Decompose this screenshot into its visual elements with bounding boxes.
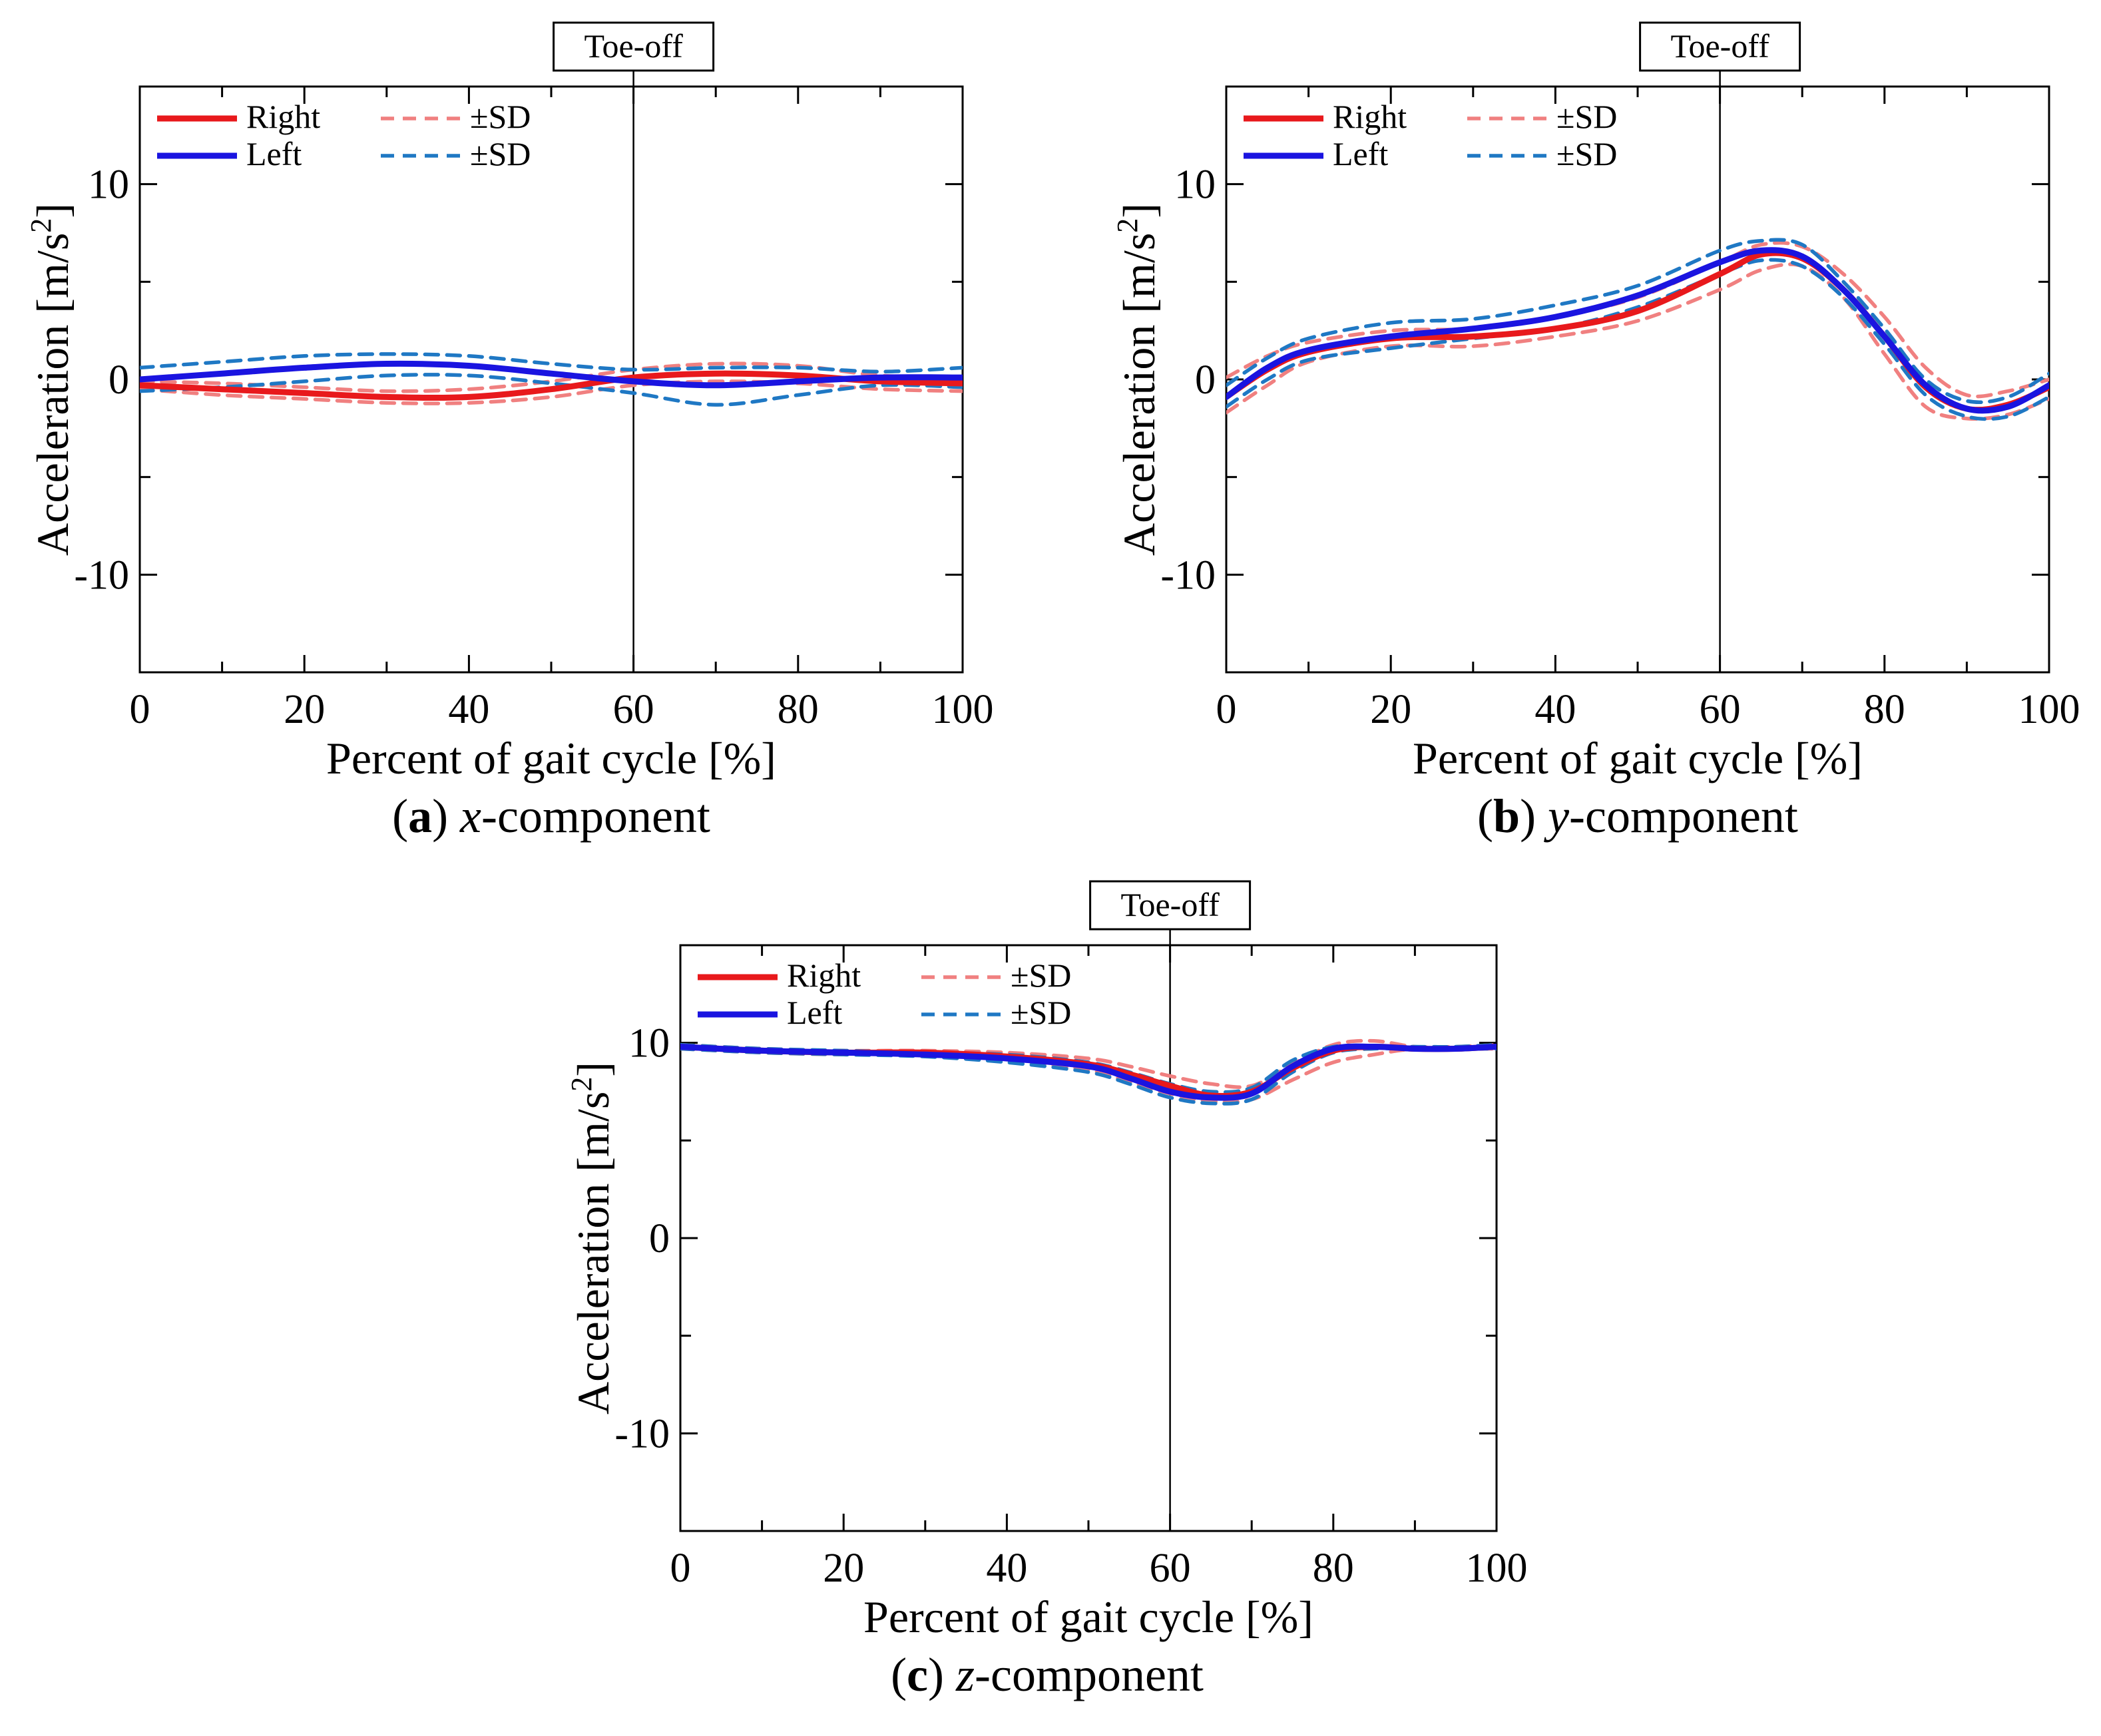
x-tick-label: 80 (778, 687, 819, 732)
toe-off-label: Toe-off (584, 27, 683, 65)
y-axis-title: Acceleration [m/s2] (1111, 203, 1164, 556)
y-tick-label: -10 (1160, 552, 1216, 598)
legend-label-right: Right (246, 98, 320, 135)
x-tick-label: 20 (284, 687, 325, 732)
y-tick-label: 10 (88, 162, 129, 208)
series-line-left (140, 360, 963, 389)
series-line-left (680, 1043, 1497, 1101)
y-tick-label: 0 (109, 357, 129, 403)
x-tick-label: 60 (1150, 1546, 1191, 1591)
series-line-right-sd (1226, 262, 2049, 421)
legend-label-left-sd: ±SD (1556, 135, 1617, 172)
y-axis-title-main: Acceleration [m/s (1114, 233, 1164, 556)
caption-part: -component (481, 789, 710, 843)
caption-part: x (459, 789, 481, 843)
legend-label-left: Left (246, 135, 302, 172)
caption-part: z (955, 1648, 975, 1701)
x-tick-label: 20 (1370, 687, 1411, 732)
caption-part: -component (975, 1648, 1204, 1701)
x-tick-label: 100 (932, 687, 994, 732)
x-tick-label: 80 (1313, 1546, 1354, 1591)
data-lines (680, 1038, 1497, 1106)
toe-off-label: Toe-off (1670, 27, 1769, 65)
chart-panel-a: 0 20 40 60 80 100 -10 0 10 Percent of gait cycle … (25, 21, 994, 843)
plot-frame (1225, 85, 2050, 674)
x-tick-label: 40 (986, 1546, 1027, 1591)
caption-part: c (907, 1648, 928, 1701)
panel-caption: (c) z-component (891, 1648, 1204, 1701)
plot-frame (679, 944, 1498, 1532)
toe-off-box (1089, 880, 1252, 931)
y-axis-title-superscript: 2 (25, 218, 57, 233)
x-axis-title: Percent of gait cycle [%] (326, 733, 776, 783)
caption-part: b (1493, 789, 1520, 843)
legend-label-left: Left (787, 994, 842, 1031)
series-line-left-sd (140, 352, 963, 374)
series-line-left (1226, 247, 2049, 414)
legend-label-right-sd: ±SD (470, 98, 531, 135)
x-tick-label: 80 (1864, 687, 1905, 732)
y-tick-label: 0 (1195, 357, 1216, 403)
y-axis-title: Acceleration [m/s2] (25, 203, 78, 556)
caption-part: ) (928, 1648, 956, 1701)
y-tick-label: -10 (614, 1411, 670, 1456)
legend-label-left: Left (1333, 135, 1388, 172)
y-axis-title-main: Acceleration [m/s (568, 1092, 618, 1414)
x-tick-label: 0 (130, 687, 150, 732)
y-axis-title-close: ] (27, 203, 78, 218)
series-line-right-sd (680, 1046, 1497, 1104)
caption-part: ( (891, 1648, 907, 1701)
legend-label-right-sd: ±SD (1556, 98, 1617, 135)
caption-part: ) (1520, 789, 1548, 843)
y-tick-label: 10 (1174, 162, 1216, 208)
y-axis-title-close: ] (1114, 203, 1164, 218)
y-axis-title-superscript: 2 (565, 1077, 598, 1092)
x-tick-label: 0 (670, 1546, 691, 1591)
chart-panel-b: 0 20 40 60 80 100 -10 0 10 Percent of gait cycle … (1111, 21, 2080, 843)
x-axis-title: Percent of gait cycle [%] (1413, 733, 1863, 783)
caption-part: -component (1569, 789, 1798, 843)
series-line-left-sd (140, 373, 963, 407)
y-axis-title-superscript: 2 (1111, 218, 1144, 233)
legend-label-right: Right (787, 957, 861, 994)
x-tick-label: 60 (613, 687, 654, 732)
y-tick-label: 0 (649, 1216, 670, 1261)
x-tick-label: 60 (1700, 687, 1741, 732)
y-tick-label: 10 (628, 1021, 670, 1066)
caption-part: ) (432, 789, 460, 843)
series-line-right-sd (140, 379, 963, 405)
series-line-left-sd (1226, 238, 2049, 404)
toe-off-box (553, 21, 715, 72)
y-axis-title: Acceleration [m/s2] (565, 1062, 618, 1414)
legend-label-left-sd: ±SD (470, 135, 531, 172)
toe-off-box (1639, 21, 1801, 72)
legend-label-right: Right (1333, 98, 1407, 135)
caption-part: ( (1477, 789, 1493, 843)
x-tick-label: 40 (448, 687, 489, 732)
x-tick-label: 0 (1216, 687, 1237, 732)
chart-panel-c: 0 20 40 60 80 100 -10 0 10 Percent of gait cycle … (565, 880, 1528, 1701)
x-tick-label: 100 (1466, 1546, 1528, 1591)
caption-part: a (408, 789, 432, 843)
panel-caption: (b) y-component (1477, 789, 1798, 843)
x-tick-label: 40 (1534, 687, 1576, 732)
data-lines (140, 352, 963, 407)
x-axis-title: Percent of gait cycle [%] (863, 1592, 1313, 1642)
toe-off-label: Toe-off (1120, 886, 1220, 923)
y-axis-title-close: ] (568, 1062, 618, 1077)
caption-part: y (1543, 789, 1569, 843)
x-tick-label: 20 (823, 1546, 864, 1591)
y-axis-title-main: Acceleration [m/s (27, 233, 78, 556)
caption-part: ( (392, 789, 408, 843)
legend-label-left-sd: ±SD (1011, 994, 1071, 1031)
legend-label-right-sd: ±SD (1011, 957, 1071, 994)
data-lines (1226, 238, 2049, 421)
panel-caption: (a) x-component (392, 789, 710, 843)
x-tick-label: 100 (2018, 687, 2080, 732)
y-tick-label: -10 (74, 552, 129, 598)
